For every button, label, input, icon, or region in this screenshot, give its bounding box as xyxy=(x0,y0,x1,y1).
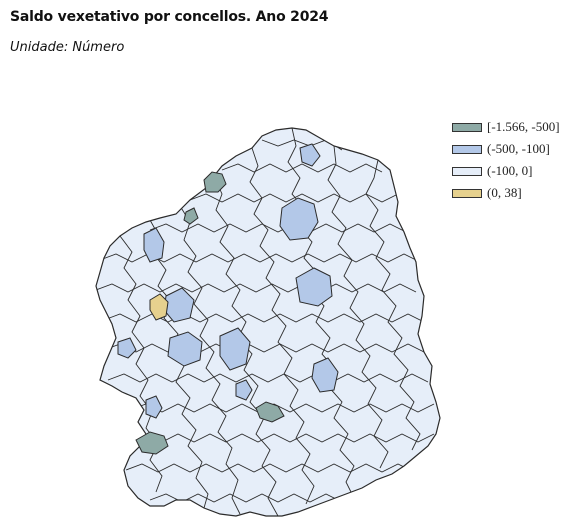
map-subtitle: Unidade: Número xyxy=(10,40,125,55)
highlighted-municipalities xyxy=(117,143,339,455)
legend-swatch xyxy=(452,166,482,176)
municipality-darkest-2 xyxy=(183,207,199,225)
legend-label: [-1.566, -500] xyxy=(487,119,560,134)
municipality-medium-2 xyxy=(143,227,165,263)
municipality-darkest-4 xyxy=(135,431,169,455)
municipality-medium-5 xyxy=(167,331,203,367)
legend-item: [-1.566, -500] xyxy=(452,116,577,138)
legend-item: (-100, 0] xyxy=(452,160,577,182)
legend-label: (-500, -100] xyxy=(487,141,550,156)
legend-label: (-100, 0] xyxy=(487,163,533,178)
map-title: Saldo vexetativo por concellos. Ano 2024 xyxy=(10,9,329,25)
legend-swatch xyxy=(452,188,482,198)
municipality-darkest-3 xyxy=(255,401,285,423)
municipality-medium-9 xyxy=(145,395,163,419)
municipality-medium-6 xyxy=(219,327,251,371)
legend-swatch xyxy=(452,144,482,154)
galicia-outline xyxy=(95,127,441,517)
municipality-medium-3 xyxy=(295,267,333,307)
legend-item: (-500, -100] xyxy=(452,138,577,160)
map-legend: [-1.566, -500] (-500, -100] (-100, 0] (0… xyxy=(452,116,577,204)
municipality-boundaries xyxy=(96,128,435,516)
municipality-positive-1 xyxy=(149,293,169,321)
legend-item: (0, 38] xyxy=(452,182,577,204)
municipality-darkest-1 xyxy=(203,171,227,193)
legend-swatch xyxy=(452,122,482,132)
municipality-medium-8 xyxy=(117,337,137,359)
legend-label: (0, 38] xyxy=(487,185,522,200)
municipality-medium-7 xyxy=(311,357,339,393)
municipality-medium-10 xyxy=(299,143,321,167)
municipality-medium-1 xyxy=(279,197,319,241)
municipality-medium-11 xyxy=(235,379,253,401)
